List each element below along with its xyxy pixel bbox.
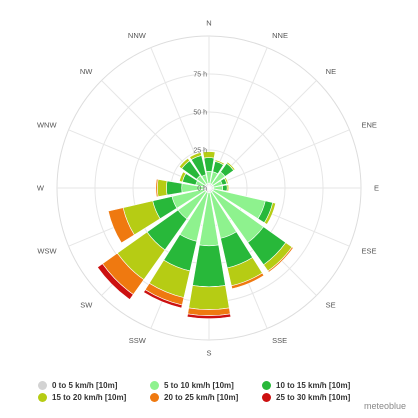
bar-s-series-2	[192, 244, 226, 288]
direction-label-ene: ENE	[361, 120, 376, 129]
legend-item[interactable]: 20 to 25 km/h [10m]	[150, 393, 238, 402]
grid-spoke-ene	[208, 129, 350, 189]
legend-swatch	[38, 393, 47, 402]
bar-nw-series-3	[178, 157, 191, 170]
legend-swatch	[150, 393, 159, 402]
bar-wnw-series-3	[179, 171, 187, 183]
direction-label-e: E	[374, 184, 379, 193]
bar-n-series-2	[203, 157, 215, 172]
bar-ese-series-3	[263, 202, 277, 225]
direction-label-ese: ESE	[361, 247, 376, 256]
bar-ssw-series-5	[143, 289, 183, 309]
direction-label-s: S	[206, 349, 211, 358]
bar-sw-series-5	[97, 263, 134, 300]
direction-label-w: W	[37, 184, 45, 193]
radial-tick-label: 25 h	[193, 148, 207, 155]
bar-ne-series-3	[226, 161, 236, 171]
legend-item[interactable]: 5 to 10 km/h [10m]	[150, 381, 234, 390]
radial-tick-label: 50 h	[193, 110, 207, 117]
wind-bars	[97, 151, 294, 319]
legend-swatch	[262, 393, 271, 402]
bar-n-series-3	[202, 151, 216, 159]
bar-s-series-5	[186, 313, 232, 319]
bar-w-series-2	[166, 180, 183, 196]
legend-label: 0 to 5 km/h [10m]	[52, 381, 118, 390]
direction-label-nw: NW	[80, 67, 93, 76]
legend-swatch	[38, 381, 47, 390]
bar-nnw-series-3	[189, 152, 202, 161]
bar-se-series-4	[267, 246, 294, 273]
radial-tick-label: 0 h	[197, 186, 207, 193]
bar-nne-series-3	[214, 159, 225, 166]
direction-label-n: N	[206, 19, 211, 28]
legend-item[interactable]: 15 to 20 km/h [10m]	[38, 393, 126, 402]
bar-s-series-3	[188, 285, 230, 310]
direction-label-nnw: NNW	[128, 31, 147, 40]
legend-label: 25 to 30 km/h [10m]	[276, 393, 351, 402]
legend-item[interactable]: 0 to 5 km/h [10m]	[38, 381, 117, 390]
legend-swatch	[262, 381, 271, 390]
credit-text: meteoblue	[363, 401, 406, 411]
axis-labels: 0 h 25 h 50 h 75 h N NNE NE ENE E ESE SE SSE S SSW SW W…	[37, 19, 379, 358]
legend-label: 10 to 15 km/h [10m]	[276, 381, 351, 390]
direction-label-wnw: WNW	[37, 120, 57, 129]
legend-label: 5 to 10 km/h [10m]	[164, 381, 234, 390]
bar-e-series-3	[226, 184, 230, 192]
direction-label-ssw: SSW	[129, 336, 147, 345]
legend-item[interactable]: 25 to 30 km/h [10m]	[262, 393, 350, 402]
bar-w-series-3	[157, 179, 168, 197]
legend-item[interactable]: 10 to 15 km/h [10m]	[262, 381, 350, 390]
direction-label-se: SE	[326, 300, 336, 309]
bar-e-series-2	[222, 184, 228, 192]
direction-label-nne: NNE	[272, 31, 288, 40]
radial-tick-label: 75 h	[193, 72, 207, 79]
direction-label-ne: NE	[326, 67, 336, 76]
legend-swatch	[150, 381, 159, 390]
direction-label-sse: SSE	[272, 336, 287, 345]
direction-label-sw: SW	[80, 300, 93, 309]
bar-w-series-4	[155, 178, 159, 198]
legend-label: 20 to 25 km/h [10m]	[164, 393, 239, 402]
bar-wsw-series-4	[107, 207, 135, 244]
direction-label-wsw: WSW	[37, 247, 57, 256]
legend-label: 15 to 20 km/h [10m]	[52, 393, 127, 402]
bar-ene-series-3	[224, 177, 229, 185]
bar-sse-series-4	[231, 272, 265, 290]
